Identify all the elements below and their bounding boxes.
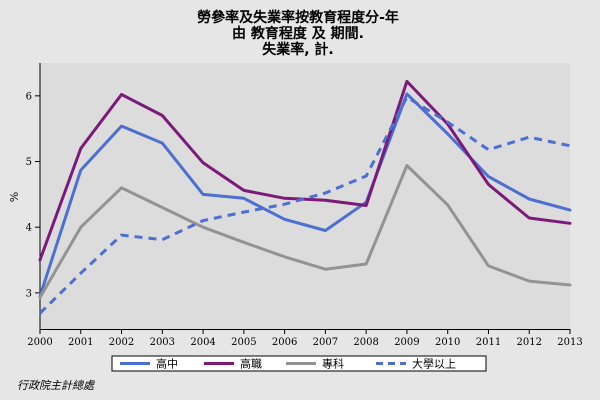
chart-title-line-1: 勞參率及失業率按教育程度分-年: [197, 9, 399, 26]
series-line-2: [38, 164, 572, 299]
source-text: 行政院主計總處: [17, 379, 96, 392]
x-tick-label: 2003: [150, 337, 175, 348]
y-tick-label: 3: [26, 288, 32, 299]
chart-title-line-2: 由 教育程度 及 期間.: [232, 25, 364, 42]
x-tick-label: 2001: [68, 337, 93, 348]
series-line-3: [38, 95, 571, 315]
legend-label-2: 專科: [322, 357, 344, 371]
x-tick-label: 2007: [313, 337, 338, 348]
series-line-1: [38, 79, 572, 262]
chart-title-line-3: 失業率, 計.: [262, 41, 334, 58]
x-tick-label: 2012: [517, 337, 542, 348]
x-tick-label: 2000: [27, 337, 52, 348]
y-ticks: 3 4 5 6: [26, 91, 40, 299]
legend-label-1: 高職: [240, 357, 262, 371]
y-tick-label: 5: [26, 157, 32, 168]
series-lines: [38, 79, 572, 315]
x-tick-label: 2010: [435, 337, 460, 348]
x-tick-label: 2004: [190, 337, 215, 348]
y-axis-title: %: [8, 192, 21, 202]
x-tick-label: 2002: [109, 337, 134, 348]
x-tick-label: 2008: [353, 337, 378, 348]
plot-area: [40, 63, 570, 329]
y-tick-label: 6: [26, 91, 32, 102]
x-tick-label: 2011: [476, 337, 501, 348]
y-tick-label: 4: [26, 223, 32, 234]
chart-title: 勞參率及失業率按教育程度分-年 由 教育程度 及 期間. 失業率, 計.: [197, 9, 399, 58]
x-ticks: 2000 2001 2002 2003 2004 2005 2006 2007 2008 2009…: [27, 329, 583, 348]
x-tick-label: 2006: [272, 337, 297, 348]
x-tick-label: 2005: [231, 337, 256, 348]
series-line-0: [38, 92, 572, 298]
legend-label-0: 高中: [156, 357, 178, 371]
legend-label-3: 大學以上: [412, 357, 456, 371]
x-tick-label: 2013: [557, 337, 582, 348]
x-tick-label: 2009: [394, 337, 419, 348]
legend: 高中 高職 專科 大學以上: [111, 355, 487, 372]
legend-items: 高中 高職 專科 大學以上: [120, 357, 456, 371]
